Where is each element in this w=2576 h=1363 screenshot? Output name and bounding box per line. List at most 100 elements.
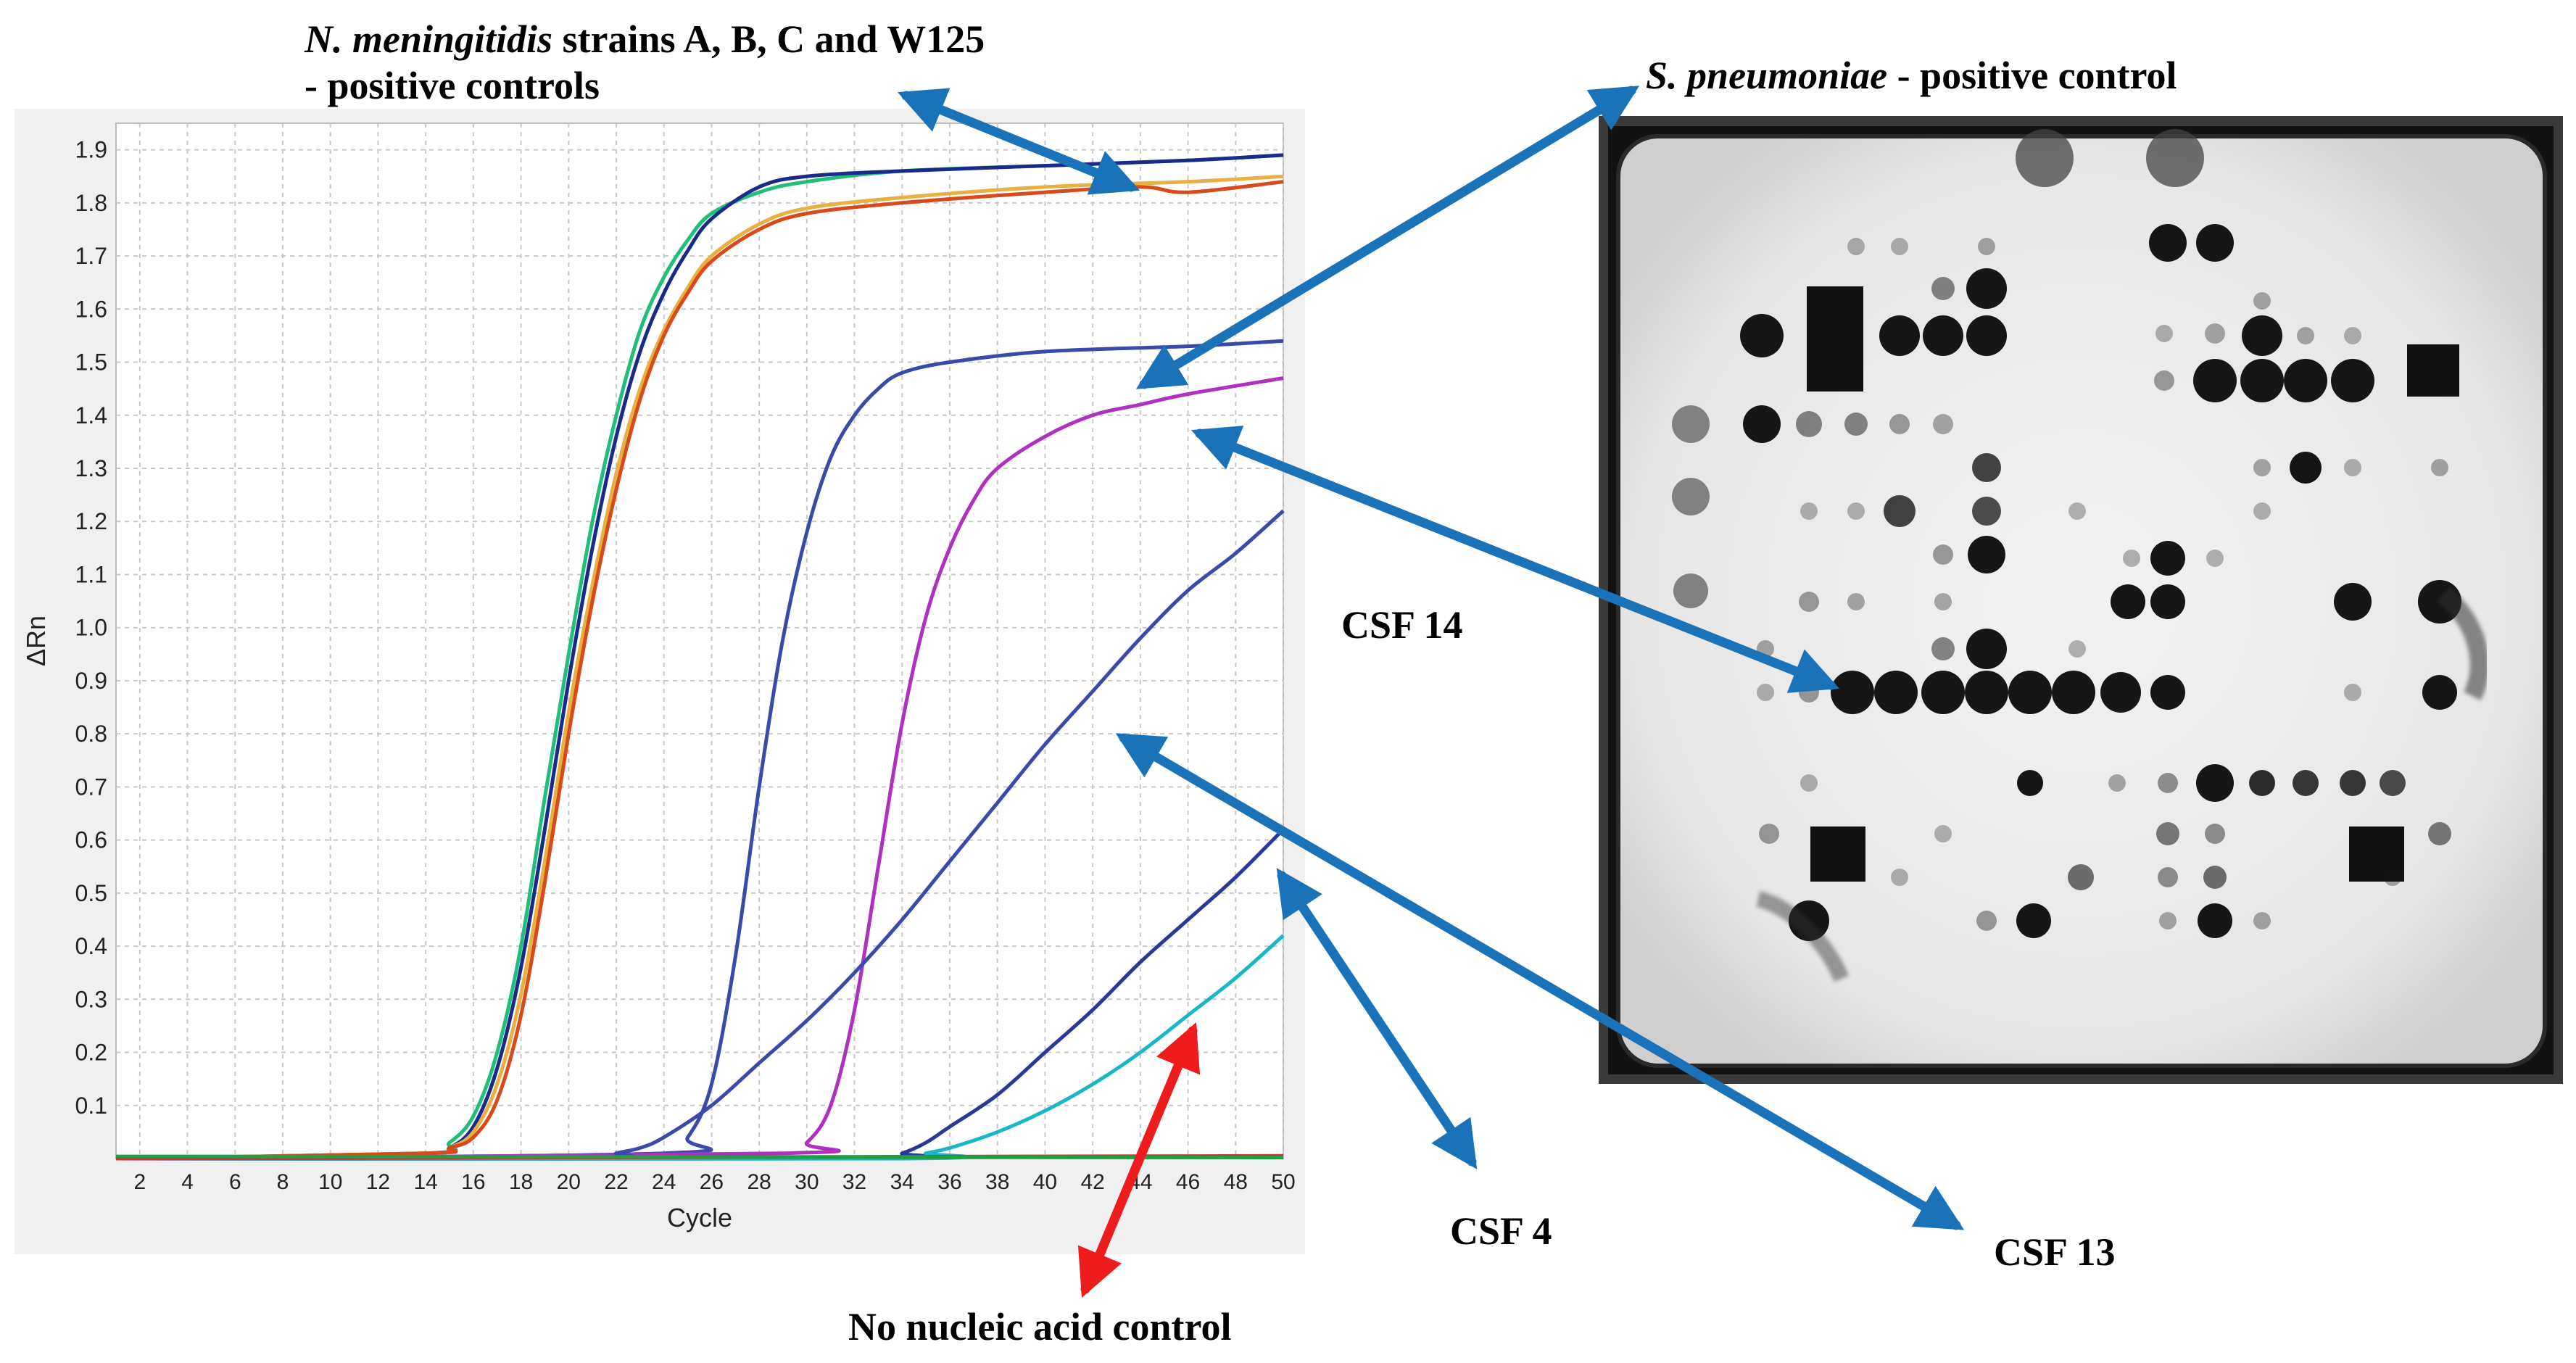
array-spot [2150,541,2185,576]
x-tick-label: 14 [413,1170,437,1194]
y-tick-label: 1.8 [75,190,107,216]
array-spot [2068,864,2094,890]
label-nm-line2: - positive controls [305,64,600,107]
x-tick-label: 50 [1271,1170,1295,1194]
array-spot [1968,536,2005,573]
array-spot [1976,911,1997,931]
array-spot [2253,912,2271,929]
smear [2437,587,2489,700]
y-tick-label: 1.3 [75,455,107,481]
array-spot [1874,671,1918,714]
plot-area [115,123,1284,1159]
array-spot [1934,825,1952,842]
array-membrane [1616,134,2547,1068]
label-nm-line1: N. meningitidis strains A, B, C and W125 [304,17,985,61]
x-tick-label: 26 [700,1170,724,1194]
array-spot [1931,637,1955,660]
x-tick-label: 24 [652,1170,676,1194]
array-spot [2380,770,2406,796]
array-spot [2016,903,2051,938]
y-tick-label: 1.5 [75,349,107,376]
array-spot [1965,671,2008,714]
reference-square [1810,826,1865,882]
y-tick-label: 1.0 [75,615,107,641]
array-spot [2344,327,2361,344]
x-tick-label: 28 [747,1170,771,1194]
y-tick-label: 0.4 [75,933,107,959]
array-spot [1891,869,1908,886]
label-csf4: CSF 4 [1450,1209,1552,1253]
array-spot [2158,773,2178,793]
series-line-10 [115,1154,1284,1159]
y-tick-label: 1.7 [75,243,107,269]
array-spot [2155,325,2173,342]
array-spot [2253,502,2271,520]
label-nm-rest: strains A, B, C and W125 [552,17,985,61]
x-tick-label: 18 [509,1170,533,1194]
arrow-no-nucleic-acid-control [1077,1022,1201,1298]
array-spot [1879,315,1920,356]
array-spot [1799,592,1819,612]
y-tick-label: 1.1 [75,561,107,587]
label-nm-italic: N. meningitidis [304,17,552,61]
array-spot [1978,238,1995,255]
array-spot [1799,682,1819,703]
array-spot [1972,497,2001,526]
x-tick-label: 6 [229,1170,241,1194]
array-spot [2249,770,2275,796]
label-sp-control: S. pneumoniae - positive control [1646,54,2177,97]
array-spot [1891,238,1908,255]
array-spot [2205,323,2225,344]
arrow-csf14 [1190,426,1840,693]
x-tick-label: 40 [1033,1170,1057,1194]
array-spot [2206,550,2224,567]
array-spot [2159,912,2177,929]
array-spot [2150,675,2185,710]
array-spot [1966,315,2007,356]
array-spot [2123,550,2140,567]
array-spot [2340,770,2366,796]
array-spot [2253,459,2271,476]
x-tick-label: 38 [985,1170,1009,1194]
arrow-csf4 [1276,868,1478,1169]
y-tick-label: 1.6 [75,296,107,322]
array-spot [2203,866,2227,889]
y-tick-label: 1.2 [75,508,107,534]
amplification-chart: 0.1 0.2 0.3 0.4 0.5 0.6 0.7 0.8 0.9 1.0 1.1 1.2 1.3 1… [15,109,1305,1254]
array-spot [2242,315,2282,356]
y-tick-label: 0.7 [75,774,107,800]
x-tick-label: 30 [795,1170,819,1194]
array-spot [2334,583,2372,621]
array-spot [1889,414,1910,434]
array-spot [2344,459,2361,476]
reference-square [2407,344,2459,397]
array-spot [2008,671,2052,714]
y-tick-label: 1.9 [75,137,107,163]
bubble [1673,573,1708,608]
array-spot [1847,502,1865,520]
label-no-nucleic-acid-control: No nucleic acid control [848,1305,1231,1348]
label-sp-italic: S. pneumoniae [1646,54,1887,97]
arrow-sp-control [1135,86,1640,389]
array-spot [1759,824,1779,844]
array-spot [2198,903,2232,938]
x-tick-label: 42 [1080,1170,1104,1194]
array-spot [1800,774,1818,792]
array-spot [1844,413,1868,436]
array-spot [2344,684,2361,701]
array-spot [1757,684,1774,701]
y-tick-labels: 0.1 0.2 0.3 0.4 0.5 0.6 0.7 0.8 0.9 1.0 1.1 1.2 1.3 1… [75,137,107,1119]
array-spot [2156,822,2179,845]
array-spot [2240,359,2284,402]
y-axis-label: ΔRn [21,616,51,666]
array-spot [2158,867,2178,887]
array-spot [1923,315,1963,356]
array-spot [1847,238,1865,255]
array-spot [1934,593,1952,610]
array-spot [2205,824,2225,844]
y-tick-label: 0.6 [75,827,107,853]
label-csf13: CSF 13 [1994,1230,2116,1274]
reference-square [2349,826,2404,882]
array-spot [1933,414,1953,434]
array-spot [1931,277,1955,300]
